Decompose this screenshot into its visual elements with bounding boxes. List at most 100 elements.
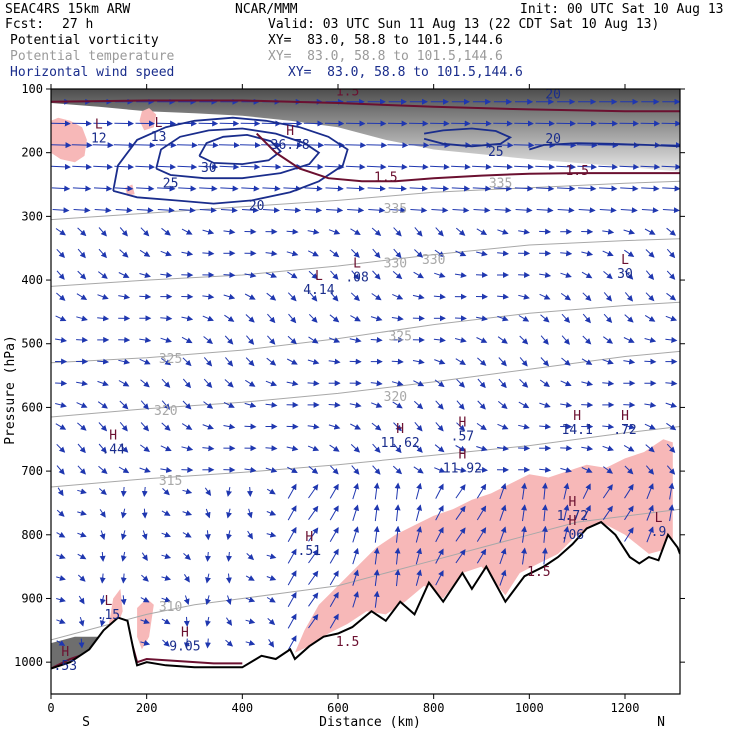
extremum-value: 4.14: [303, 283, 334, 298]
wind-vector: [328, 401, 341, 408]
wind-vector: [367, 185, 386, 192]
wind-vector: [602, 484, 613, 499]
wind-vector: [307, 358, 320, 365]
wind-vector: [619, 163, 640, 170]
wind-speed-contour: [423, 127, 513, 148]
contour-label: 1.5: [336, 635, 359, 650]
wind-vector: [518, 271, 531, 278]
wind-vector: [624, 314, 634, 323]
wind-vector: [308, 466, 319, 474]
valid-time: Valid: 03 UTC Sun 11 Aug 13 (22 CDT Sat …: [268, 17, 660, 32]
wind-vector: [329, 505, 339, 521]
pv-contour: [255, 132, 680, 183]
wind-vector: [77, 465, 86, 475]
wind-vector: [394, 504, 401, 522]
wind-vector: [414, 249, 424, 258]
wind-vector: [409, 185, 428, 192]
wind-vector: [307, 423, 320, 430]
wind-vector: [497, 315, 509, 322]
wind-vector: [78, 595, 85, 605]
wind-vector: [581, 401, 594, 408]
wind-vector: [624, 483, 634, 499]
wind-vector: [352, 504, 359, 521]
wind-vector: [161, 596, 171, 603]
wind-vector: [624, 527, 634, 542]
y-tick-label: 700: [21, 464, 43, 478]
wind-vector: [476, 483, 487, 499]
wind-vector: [557, 207, 575, 214]
wind-vector: [541, 504, 548, 522]
wind-vector: [181, 423, 193, 430]
wind-vector: [623, 358, 636, 365]
wind-vector: [473, 207, 491, 214]
wind-vector: [392, 401, 403, 409]
extremum-value: 1.72: [557, 509, 588, 524]
wind-vector: [305, 207, 323, 214]
wind-vector: [373, 547, 380, 565]
wind-vector: [56, 640, 66, 646]
field-xy-theta: XY= 83.0, 58.8 to 101.5,144.6: [268, 49, 503, 64]
extremum-letter: L: [155, 116, 163, 131]
x-end-label-north: N: [657, 715, 665, 730]
wind-vector: [113, 142, 135, 149]
wind-vector: [77, 248, 86, 259]
contour-label: 335: [489, 177, 512, 192]
wind-vector: [328, 337, 341, 343]
y-tick-label: 300: [21, 209, 43, 223]
wind-vector: [499, 482, 507, 500]
wind-vector: [202, 423, 214, 430]
wind-vector: [430, 163, 450, 170]
wind-vector: [265, 445, 278, 452]
wind-vector: [120, 551, 127, 562]
wind-vector: [388, 185, 407, 192]
wind-vector: [177, 163, 198, 170]
wind-vector: [119, 400, 129, 410]
wind-vector: [563, 504, 570, 522]
wind-vector: [454, 315, 467, 322]
wind-vector: [92, 142, 114, 149]
wind-vector: [199, 207, 217, 214]
wind-vector: [387, 142, 409, 149]
wind-speed-contour: [529, 142, 680, 151]
wind-vector: [563, 482, 570, 500]
wind-vector: [99, 509, 106, 518]
wind-speed-contour: [155, 127, 321, 180]
wind-vector: [182, 488, 193, 495]
wind-vector: [329, 249, 340, 258]
wind-vector: [624, 292, 634, 302]
wind-vector: [303, 163, 324, 170]
contour-label: 1.5: [565, 164, 588, 179]
wind-vector: [373, 504, 380, 522]
extremum-value: 13: [151, 130, 167, 145]
wind-vector: [539, 402, 551, 408]
wind-vector: [665, 336, 678, 343]
contour-label: 20: [545, 132, 561, 147]
wind-vector: [387, 163, 408, 170]
wind-vector: [454, 467, 467, 473]
wind-vector: [666, 292, 677, 301]
wind-vector: [433, 293, 446, 300]
wind-vector: [178, 207, 196, 214]
wind-vector: [581, 445, 594, 452]
wind-vector: [245, 640, 256, 646]
wind-vector: [540, 335, 549, 345]
wind-vector: [455, 358, 466, 366]
wind-vector: [136, 207, 154, 214]
wind-vector: [456, 422, 466, 431]
extremum-letter: H: [181, 626, 189, 641]
wind-vector: [665, 380, 678, 387]
wind-vector: [581, 271, 593, 279]
wind-vector: [414, 443, 423, 453]
wind-vector: [521, 482, 527, 500]
wind-vector: [77, 531, 87, 538]
wind-vector: [140, 400, 149, 410]
wind-vector: [455, 445, 467, 452]
wind-vector: [56, 575, 66, 581]
wind-vector: [391, 358, 404, 365]
wind-vector: [476, 527, 487, 542]
wind-vector: [141, 486, 148, 497]
wind-vector: [535, 185, 555, 192]
wind-vector: [77, 510, 87, 516]
wind-vector: [349, 337, 362, 343]
y-tick-label: 900: [21, 591, 43, 605]
